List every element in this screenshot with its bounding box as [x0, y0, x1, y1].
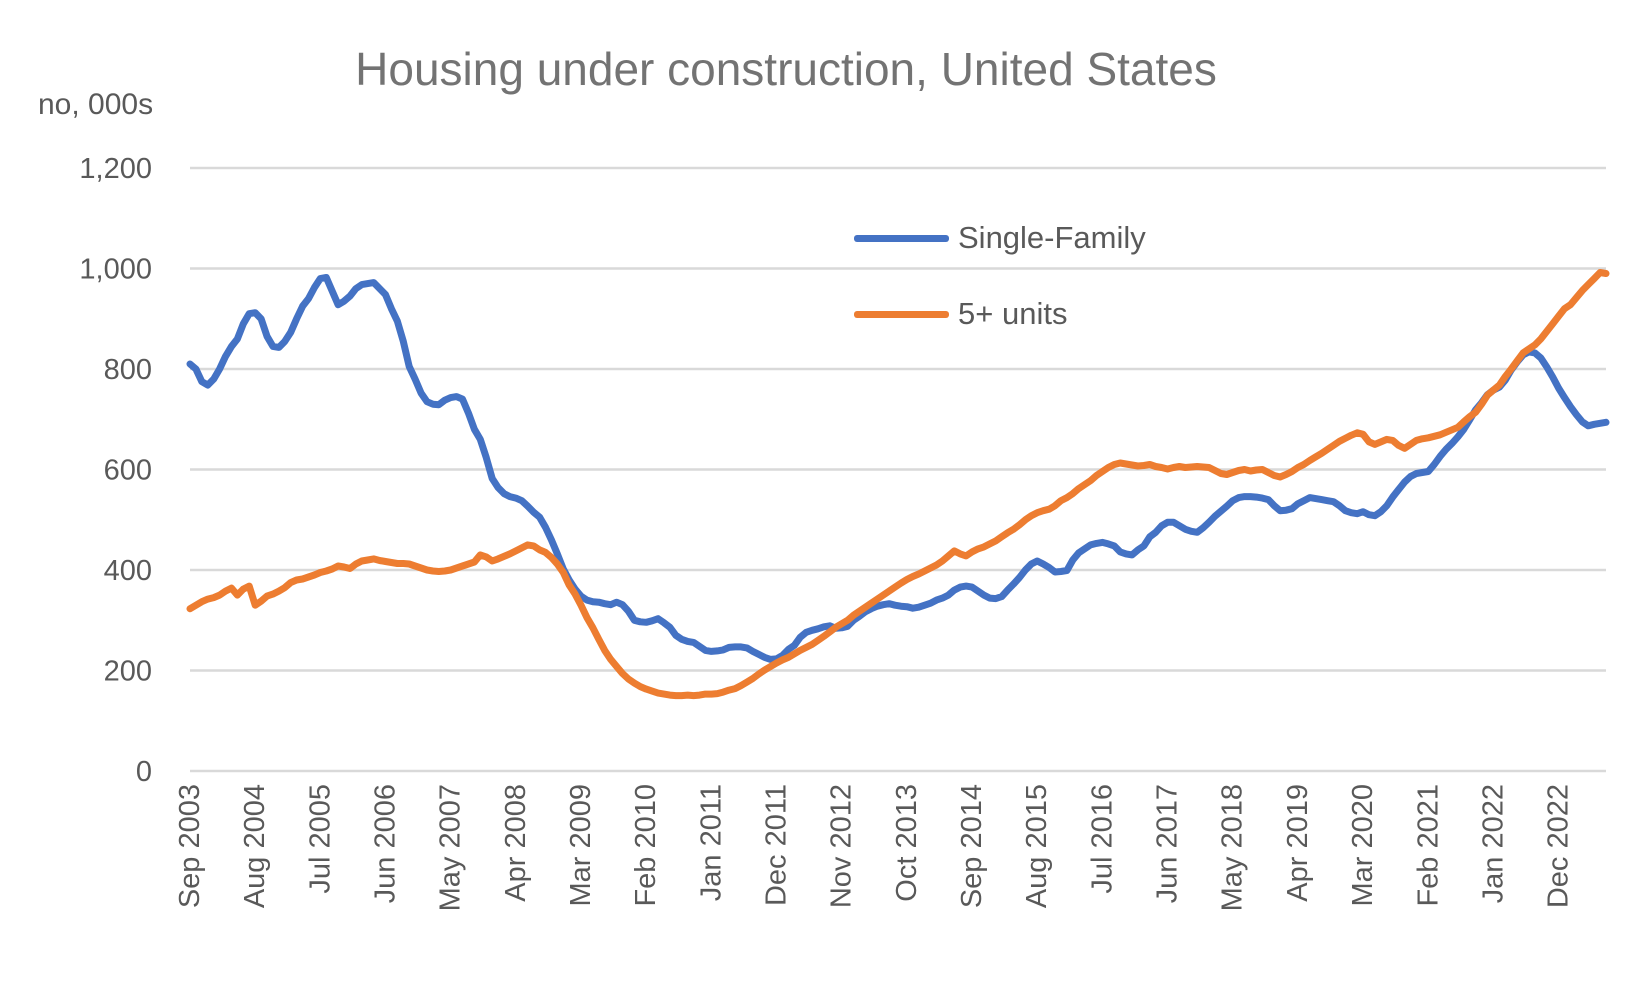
series-line-5-units [186, 269, 1610, 700]
legend-item-single-family: Single-Family [854, 220, 1146, 256]
y-tick-label: 1,000 [79, 254, 152, 286]
legend-item-5plus-units: 5+ units [854, 296, 1067, 332]
x-tick-label: Dec 2011 [761, 784, 793, 906]
x-tick-label: Feb 2021 [1412, 784, 1444, 907]
legend-line-swatch-orange [854, 310, 949, 318]
x-tick-label: Apr 2008 [500, 784, 532, 902]
series-line-single-family [186, 274, 1610, 663]
x-tick-label: Aug 2015 [1021, 784, 1053, 908]
x-tick-label: Sep 2003 [174, 784, 206, 908]
y-tick-label: 800 [104, 354, 152, 386]
x-tick-label: Aug 2004 [239, 784, 271, 908]
chart-title: Housing under construction, United State… [355, 43, 1217, 95]
x-tick-label: Mar 2009 [565, 784, 597, 907]
x-tick-label: Mar 2020 [1347, 784, 1379, 907]
x-tick-label: Jan 2011 [695, 784, 727, 901]
y-tick-label: 0 [136, 756, 152, 788]
x-tick-label: Jul 2005 [304, 784, 336, 894]
x-tick-label: Sep 2014 [956, 784, 988, 908]
y-tick-label: 400 [104, 555, 152, 587]
x-tick-label: Jul 2016 [1086, 784, 1118, 894]
x-tick-label: Jun 2006 [370, 784, 402, 903]
x-tick-label: Dec 2022 [1543, 784, 1575, 908]
x-tick-label: Apr 2019 [1282, 784, 1314, 902]
x-tick-label: Oct 2013 [891, 784, 923, 902]
legend-label: Single-Family [958, 220, 1146, 255]
y-tick-label: 600 [104, 455, 152, 487]
x-tick-label: Jun 2017 [1152, 784, 1184, 903]
x-tick-label: May 2018 [1217, 784, 1249, 911]
y-axis-unit-label: no, 000s [38, 88, 154, 121]
x-tick-label: Nov 2012 [826, 784, 858, 908]
y-tick-label: 200 [104, 656, 152, 688]
x-tick-label: Feb 2010 [630, 784, 662, 907]
y-tick-label: 1,200 [79, 153, 152, 185]
legend-label: 5+ units [958, 296, 1068, 331]
legend-line-swatch-blue [854, 234, 949, 242]
x-tick-label: May 2007 [435, 784, 467, 911]
x-tick-label: Jan 2022 [1477, 784, 1509, 903]
